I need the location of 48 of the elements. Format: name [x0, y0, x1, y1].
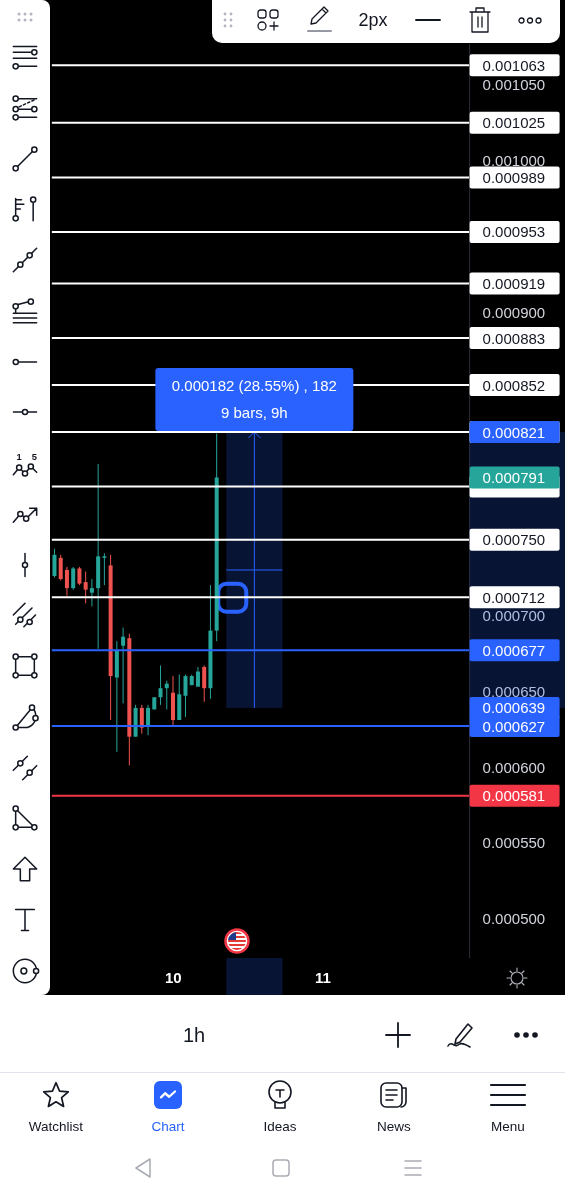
y-tick-label: 0.000550 [482, 834, 546, 852]
y-tick-label: 0.000600 [482, 758, 546, 776]
text: Ideas [262, 1118, 298, 1136]
ref-line-label: 0.000750 [482, 531, 546, 549]
ref-line-label: 0.000953 [482, 223, 546, 241]
y-tick-label: 0.000500 [482, 910, 546, 928]
y-tick-label: 0.001050 [482, 76, 546, 94]
candlestick [121, 627, 126, 704]
candlestick [102, 552, 107, 586]
band-label: 0.000182 (28.55%) , 182 9 bars, 9h [171, 377, 337, 422]
y-tick-label: 0.001000 [482, 152, 546, 170]
candlestick [139, 704, 144, 735]
candlestick [195, 666, 200, 688]
text: 0.000639 [482, 699, 546, 717]
text: Chart [150, 1118, 186, 1136]
y-tick-label: 0.000900 [482, 303, 546, 321]
candlestick [202, 664, 207, 703]
text: 0.000821 [482, 423, 546, 441]
ref-line-label: 0.000852 [482, 376, 546, 394]
ref-line-label: 0.000712 [482, 588, 546, 606]
text: 1h [183, 1023, 206, 1048]
ref-line-label: 0.000677 [482, 641, 546, 659]
candlestick [58, 554, 63, 582]
ref-line-label: 0.000883 [482, 329, 546, 347]
y-tick-label: 0.000650 [482, 682, 546, 700]
x-tick-label: 10 [164, 969, 182, 986]
ref-line-label: 0.000581 [482, 787, 546, 805]
candlestick [83, 570, 88, 604]
text: Watchlist [27, 1118, 85, 1136]
text: 0.000791 [482, 469, 546, 487]
candlestick [77, 566, 82, 586]
candlestick [146, 704, 151, 736]
candlestick [158, 664, 163, 706]
ref-line-label: 0.001025 [482, 114, 546, 132]
text: 2px [357, 9, 389, 32]
ref-line-label: 0.000627 [482, 717, 546, 735]
x-tick-label: 11 [315, 969, 331, 986]
text: News [376, 1118, 412, 1136]
candlestick [52, 548, 57, 579]
ref-line-label: 0.000919 [482, 274, 546, 292]
candlestick [71, 566, 76, 591]
candlestick [64, 566, 69, 597]
candlestick [89, 578, 94, 607]
candlestick [183, 674, 188, 718]
y-tick-label: 0.000700 [482, 606, 546, 624]
ref-line-label: 0.001063 [482, 56, 546, 74]
ref-line-label: 0.000989 [482, 168, 546, 186]
text: Menu [490, 1118, 526, 1136]
